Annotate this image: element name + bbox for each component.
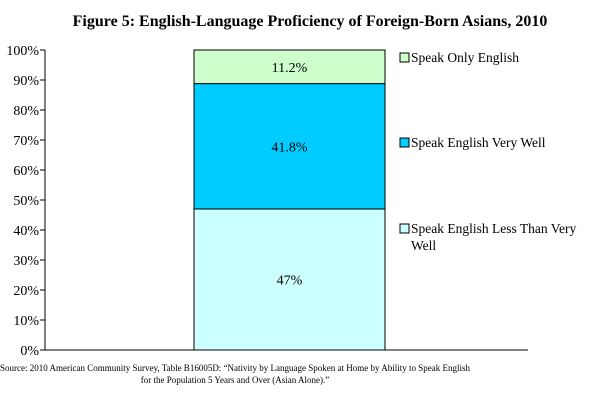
y-tick-label: 80%	[13, 104, 39, 119]
bar-segment-3	[193, 49, 386, 85]
legend-swatch-2	[399, 137, 410, 148]
legend-swatch-1	[399, 52, 410, 63]
y-tick-label: 60%	[13, 164, 39, 179]
source-note-line-1: Source: 2010 American Community Survey, …	[0, 363, 471, 373]
chart-title: Figure 5: English-Language Proficiency o…	[73, 13, 548, 30]
y-tick-label: 20%	[13, 284, 39, 299]
legend-swatch-3	[399, 223, 410, 234]
data-label-3: 11.2%	[272, 61, 308, 76]
data-label-1: 47%	[277, 274, 303, 289]
legend: Speak Only English Speak English Very Wel…	[399, 50, 576, 253]
legend-label-1: Speak Only English	[411, 50, 519, 65]
y-tick-label: 40%	[13, 224, 39, 239]
y-tick-label: 10%	[13, 314, 39, 329]
y-tick-label: 70%	[13, 134, 39, 149]
y-tick-label: 90%	[13, 74, 39, 89]
source-note-line-2: for the Population 5 Years and Over (Asi…	[141, 375, 329, 385]
legend-label-3: Speak English Less Than Very Well	[411, 221, 576, 253]
y-tick-label: 100%	[6, 44, 39, 59]
data-label-2: 41.8%	[271, 140, 308, 155]
y-tick-label: 30%	[13, 254, 39, 269]
bar-segment-1	[193, 208, 386, 351]
y-tick-label: 50%	[13, 194, 39, 209]
bar-segment-2	[193, 83, 386, 210]
y-tick-label: 0%	[20, 344, 39, 359]
plot-area: 47% 41.8% 11.2% 0% 10% 20% 30% 40% 50% 60% 70% 80% 9…	[6, 44, 528, 359]
legend-label-2: Speak English Very Well	[411, 135, 546, 150]
